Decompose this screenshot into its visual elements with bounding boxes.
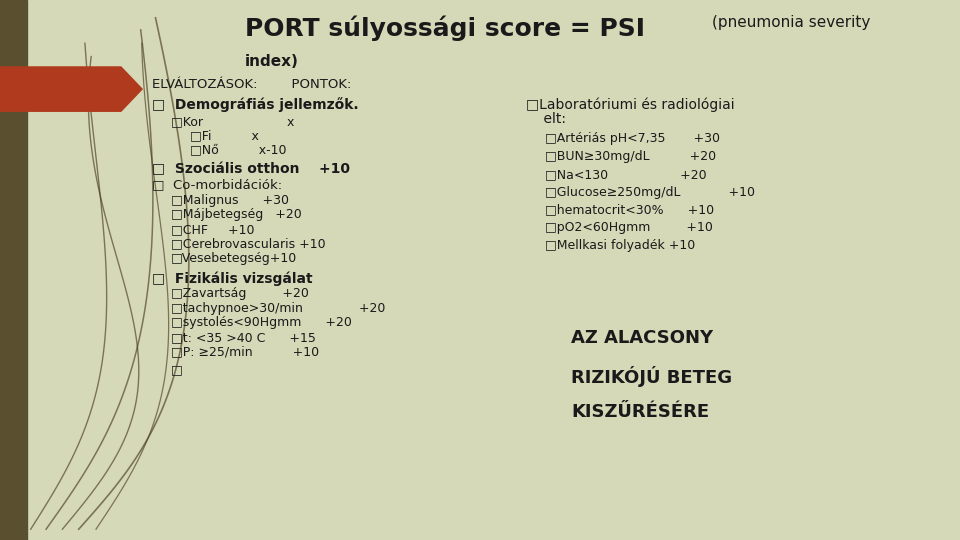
- Text: □hematocrit<30%      +10: □hematocrit<30% +10: [545, 204, 714, 217]
- Text: □  Demográfiás jellemzők.: □ Demográfiás jellemzők.: [152, 97, 358, 112]
- Text: □BUN≥30mg/dL          +20: □BUN≥30mg/dL +20: [545, 150, 716, 163]
- Polygon shape: [0, 67, 142, 111]
- Text: □Nő          x-10: □Nő x-10: [190, 143, 287, 156]
- Text: ELVÁLTOZÁSOK:        PONTOK:: ELVÁLTOZÁSOK: PONTOK:: [152, 78, 351, 91]
- Text: □Mellkasi folyadék +10: □Mellkasi folyadék +10: [545, 239, 696, 252]
- Text: □  Co-morbidációk:: □ Co-morbidációk:: [152, 178, 282, 191]
- Text: □tachypnoe>30/min              +20: □tachypnoe>30/min +20: [171, 302, 385, 315]
- Text: □  Szociális otthon    +10: □ Szociális otthon +10: [152, 162, 349, 176]
- Text: RIZIKÓJÚ BETEG: RIZIKÓJÚ BETEG: [571, 366, 732, 387]
- Text: □t: <35 >40 C      +15: □t: <35 >40 C +15: [171, 331, 316, 344]
- Bar: [0, 0, 27, 540]
- Text: AZ ALACSONY: AZ ALACSONY: [571, 329, 713, 347]
- Text: □systolés<90Hgmm      +20: □systolés<90Hgmm +20: [171, 316, 351, 329]
- Text: index): index): [245, 54, 299, 69]
- Text: □Kor                     x: □Kor x: [171, 115, 295, 128]
- Text: □pO2<60Hgmm         +10: □pO2<60Hgmm +10: [545, 221, 713, 234]
- Text: □Malignus      +30: □Malignus +30: [171, 194, 289, 207]
- Text: elt:: elt:: [526, 112, 566, 126]
- Text: □Laboratóriumi és radiológiai: □Laboratóriumi és radiológiai: [526, 97, 734, 112]
- Text: □Artériás pH<7,35       +30: □Artériás pH<7,35 +30: [545, 132, 720, 145]
- Text: □Májbetegség   +20: □Májbetegség +20: [171, 208, 301, 221]
- Text: □Na<130                  +20: □Na<130 +20: [545, 168, 707, 181]
- Text: □: □: [171, 363, 182, 376]
- Text: PORT súlyossági score = PSI: PORT súlyossági score = PSI: [245, 15, 645, 40]
- Text: □P: ≥25/min          +10: □P: ≥25/min +10: [171, 346, 319, 359]
- Text: (pneumonia severity: (pneumonia severity: [712, 15, 871, 30]
- Text: □  Fizikális vizsgálat: □ Fizikális vizsgálat: [152, 271, 312, 286]
- Text: □Fi          x: □Fi x: [190, 129, 259, 142]
- Text: □Zavartság         +20: □Zavartság +20: [171, 287, 309, 300]
- Text: □Cerebrovascularis +10: □Cerebrovascularis +10: [171, 238, 325, 251]
- Text: □Vesebetegség+10: □Vesebetegség+10: [171, 252, 298, 265]
- Text: □Glucose≥250mg/dL            +10: □Glucose≥250mg/dL +10: [545, 186, 756, 199]
- Text: □CHF     +10: □CHF +10: [171, 223, 254, 236]
- Text: KISZŰRÉSÉRE: KISZŰRÉSÉRE: [571, 403, 709, 421]
